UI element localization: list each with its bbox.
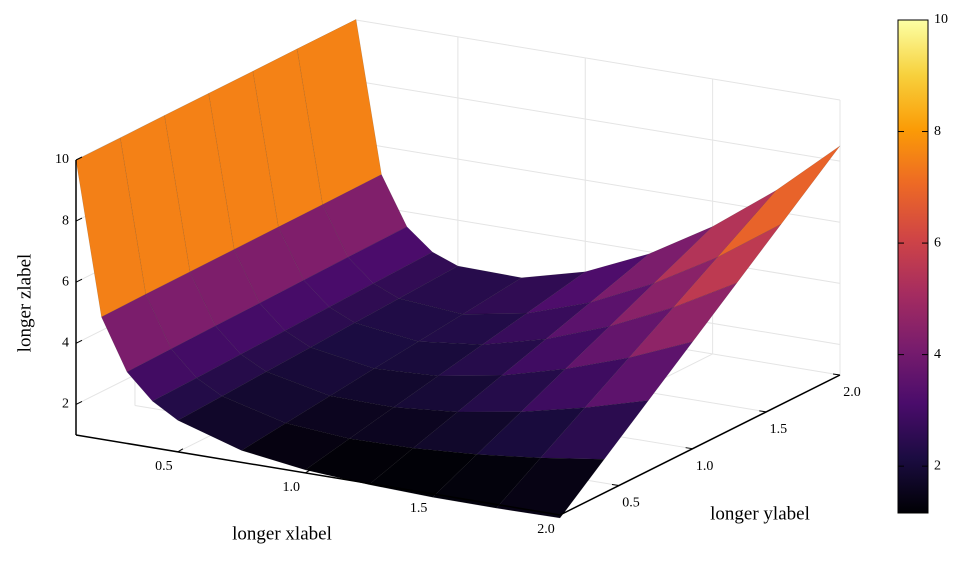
colorbar-tick-label: 8 [934, 124, 941, 139]
z-tick-label: 4 [62, 336, 69, 351]
grid-line [355, 19, 841, 101]
colorbar [897, 19, 929, 514]
x-axis-label: longer xlabel [232, 523, 332, 544]
grid-line [355, 202, 841, 284]
surface-patch [717, 145, 841, 258]
y-tick [759, 410, 767, 413]
x-tick-label: 2.0 [537, 522, 555, 537]
y-tick-label: 1.0 [696, 459, 714, 474]
z-tick [75, 156, 83, 161]
colorbar-tick-label: 6 [934, 235, 941, 250]
y-tick [685, 447, 693, 450]
z-tick [75, 217, 83, 222]
z-tick-label: 8 [62, 213, 69, 228]
grid-line [355, 80, 841, 162]
x-tick-label: 1.0 [283, 480, 301, 495]
z-tick-label: 6 [62, 274, 69, 289]
colorbar-tick-label: 2 [934, 458, 941, 473]
x-tick [559, 511, 566, 516]
x-axis [75, 434, 561, 516]
y-axis-label: longer ylabel [710, 503, 810, 524]
z-axis-label: longer zlabel [14, 254, 35, 353]
y-tick-label: 0.5 [622, 496, 640, 511]
y-tick [832, 373, 841, 376]
x-tick-label: 1.5 [410, 501, 428, 516]
colorbar-tick-label: 10 [934, 12, 948, 27]
surface-patch [495, 457, 605, 519]
z-tick-label: 2 [62, 397, 69, 412]
x-tick [432, 490, 438, 495]
surface-patch [628, 282, 738, 359]
colorbar-tick-label: 4 [934, 347, 941, 362]
z-tick [75, 278, 83, 283]
z-tick [75, 400, 83, 405]
surface-patch [672, 223, 782, 308]
x-tick [305, 469, 311, 474]
x-tick [177, 448, 184, 453]
x-tick-label: 0.5 [155, 459, 173, 474]
y-tick [611, 484, 620, 487]
z-tick [75, 339, 83, 344]
z-tick-label: 10 [55, 152, 69, 167]
y-axis [559, 374, 841, 516]
y-tick-label: 1.5 [770, 422, 788, 437]
y-tick-label: 2.0 [843, 385, 861, 400]
